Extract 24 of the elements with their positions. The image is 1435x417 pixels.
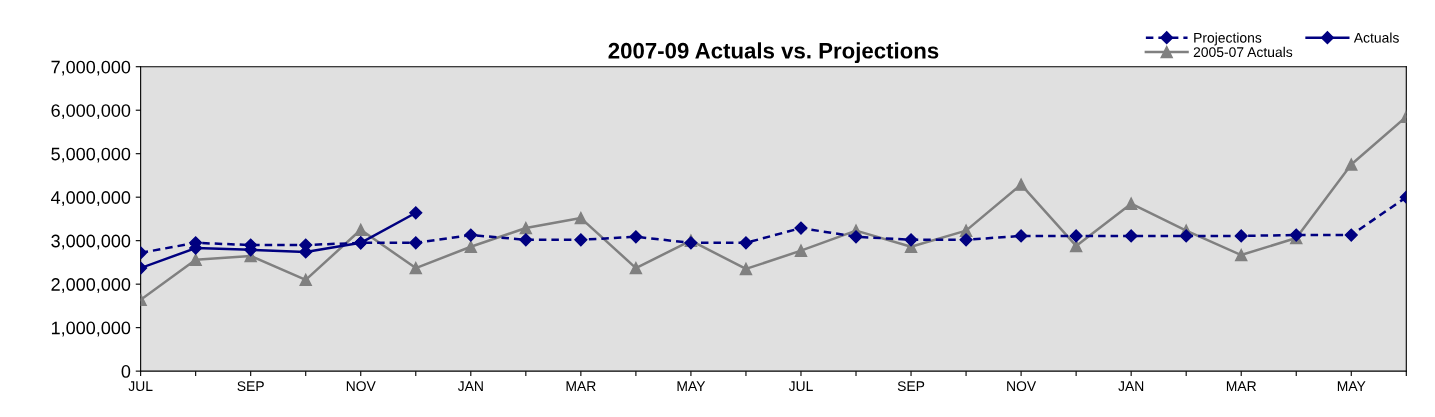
x-tick-label: NOV — [1007, 381, 1037, 392]
x-tick-label: MAY — [1337, 381, 1366, 391]
y-tick-label: 3,000,000 — [51, 234, 131, 250]
y-tick-label: 1,000,000 — [51, 321, 131, 337]
x-tick-label: JAN — [1118, 381, 1144, 392]
x-tick-label: MAR — [566, 381, 596, 391]
y-tick-label: 0 — [121, 365, 131, 378]
y-tick-label: 7,000,000 — [51, 60, 131, 76]
x-tick-label: NOV — [346, 381, 376, 392]
legend-label: Projections — [1194, 32, 1262, 46]
y-tick-label: 6,000,000 — [51, 104, 131, 120]
x-tick-label: MAR — [1226, 381, 1256, 391]
legend-label: 2005-07 Actuals — [1193, 46, 1293, 58]
chart-title: 2007-09 Actuals vs. Projections — [608, 42, 939, 63]
y-tick-label: 2,000,000 — [51, 278, 131, 294]
x-tick-label: SEP — [897, 381, 925, 392]
y-tick-label: 5,000,000 — [51, 147, 131, 163]
x-tick-label: JUL — [128, 381, 153, 392]
x-tick-label: JUL — [788, 381, 813, 392]
x-tick-label: MAY — [677, 381, 706, 391]
x-tick-label: SEP — [237, 381, 264, 392]
legend-label: Actuals — [1353, 32, 1399, 43]
x-tick-label: JAN — [457, 381, 483, 392]
y-tick-label: 4,000,000 — [51, 191, 131, 207]
